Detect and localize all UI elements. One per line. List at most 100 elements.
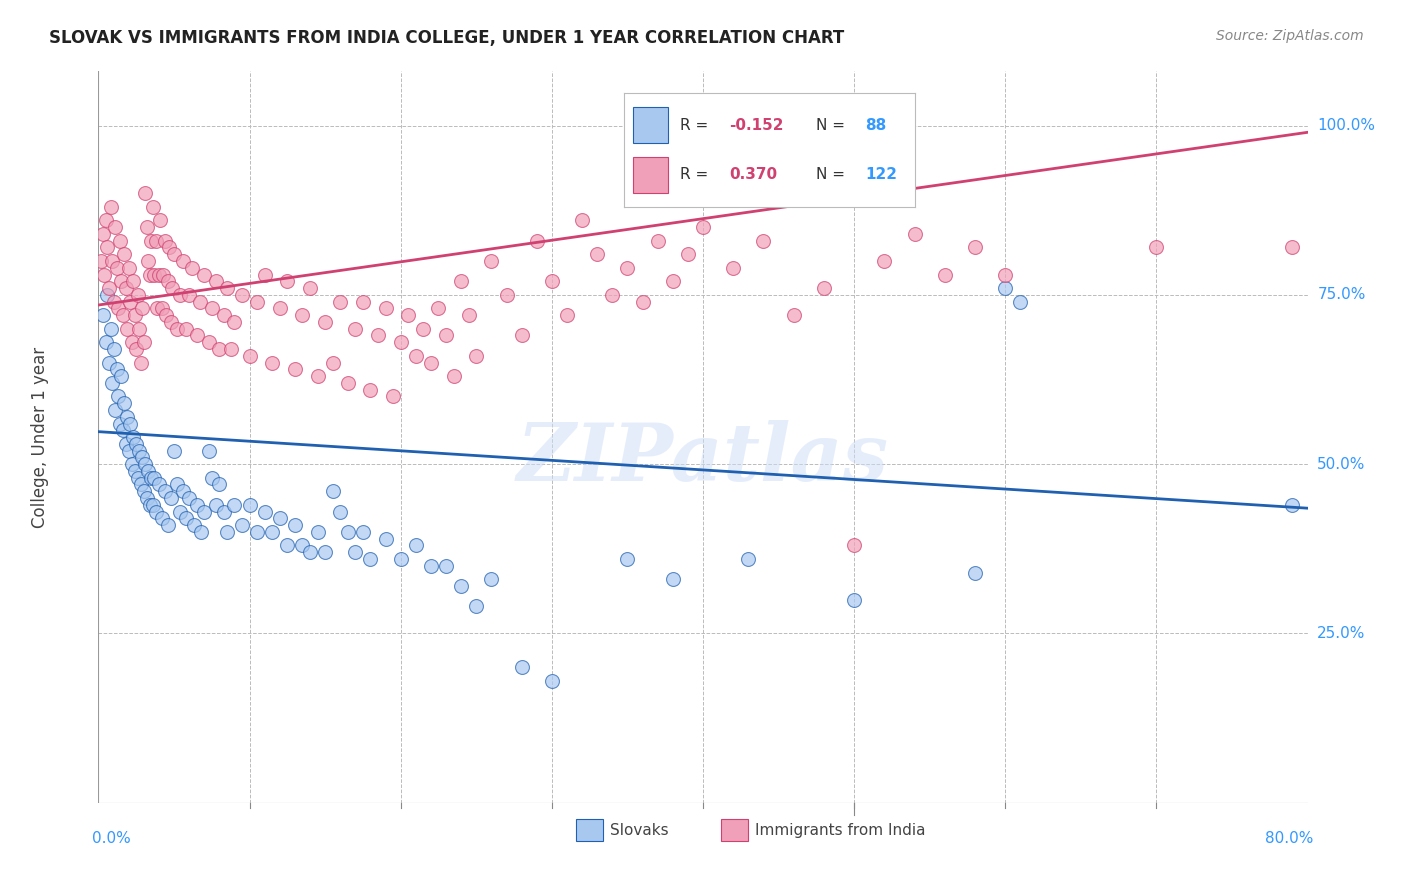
Point (299, 281, 322, 295)
Text: 50.0%: 50.0% (1317, 457, 1365, 472)
Point (555, 308, 578, 322)
Point (169, 288, 191, 302)
Point (141, 234, 163, 248)
Point (571, 213, 593, 227)
Point (162, 281, 184, 295)
Point (131, 301, 153, 316)
Point (212, 505, 235, 519)
Point (284, 518, 307, 533)
Point (193, 268, 215, 282)
Point (142, 498, 165, 512)
Point (174, 322, 197, 336)
Point (121, 457, 143, 471)
Point (420, 355, 443, 369)
Point (186, 498, 208, 512)
Point (1010, 294, 1032, 309)
Point (131, 450, 153, 465)
Point (188, 294, 211, 309)
Point (495, 288, 517, 302)
Point (965, 240, 987, 254)
Point (148, 268, 170, 282)
Point (145, 505, 167, 519)
Point (221, 342, 243, 356)
Point (291, 538, 314, 552)
Point (336, 524, 359, 539)
Point (224, 498, 246, 512)
Point (98, 281, 121, 295)
Point (190, 524, 212, 539)
Point (108, 234, 131, 248)
Point (115, 322, 138, 336)
Point (314, 545, 336, 559)
Text: ZIPatlas: ZIPatlas (517, 420, 889, 498)
Text: Source: ZipAtlas.com: Source: ZipAtlas.com (1216, 29, 1364, 43)
Point (253, 268, 276, 282)
Text: 0.0%: 0.0% (93, 830, 131, 846)
Point (904, 227, 927, 241)
Point (156, 518, 179, 533)
Point (96, 288, 118, 302)
Point (450, 274, 472, 288)
Point (965, 566, 987, 580)
Point (122, 274, 145, 288)
Point (197, 335, 219, 350)
Point (127, 471, 149, 485)
Point (169, 505, 191, 519)
Point (149, 213, 172, 227)
Point (752, 234, 775, 248)
Point (120, 294, 142, 309)
Point (360, 552, 382, 566)
Point (284, 362, 307, 376)
Point (143, 268, 166, 282)
Point (631, 294, 654, 309)
Point (129, 477, 152, 491)
Point (141, 471, 163, 485)
Point (396, 308, 419, 322)
Point (1144, 240, 1167, 254)
Point (465, 349, 488, 363)
Text: 100.0%: 100.0% (1317, 118, 1375, 133)
Point (540, 274, 562, 288)
Point (124, 308, 146, 322)
Point (152, 268, 174, 282)
Point (676, 247, 699, 261)
Point (93, 268, 115, 282)
Point (616, 260, 638, 275)
Point (307, 524, 329, 539)
Point (844, 538, 866, 552)
Point (246, 524, 269, 539)
Point (193, 505, 215, 519)
Point (136, 254, 159, 268)
Point (205, 274, 228, 288)
Point (276, 274, 298, 288)
Point (540, 673, 562, 688)
Point (186, 328, 208, 343)
Point (329, 294, 352, 309)
Point (90, 254, 112, 268)
Point (160, 491, 183, 505)
Point (231, 288, 253, 302)
Point (434, 558, 457, 573)
Bar (576, 819, 603, 841)
Point (224, 315, 246, 329)
Point (179, 491, 201, 505)
Point (208, 342, 231, 356)
Point (322, 484, 344, 499)
Point (120, 417, 142, 431)
Point (246, 294, 269, 309)
Text: 80.0%: 80.0% (1265, 830, 1313, 846)
Point (91, 227, 114, 241)
Point (124, 464, 146, 478)
Point (103, 294, 125, 309)
Point (166, 477, 188, 491)
Point (616, 552, 638, 566)
Point (172, 254, 194, 268)
Point (105, 260, 128, 275)
Point (104, 403, 127, 417)
Text: 75.0%: 75.0% (1317, 287, 1365, 302)
Point (101, 254, 124, 268)
Point (201, 471, 224, 485)
Point (142, 200, 165, 214)
Point (1281, 240, 1303, 254)
Point (212, 308, 235, 322)
